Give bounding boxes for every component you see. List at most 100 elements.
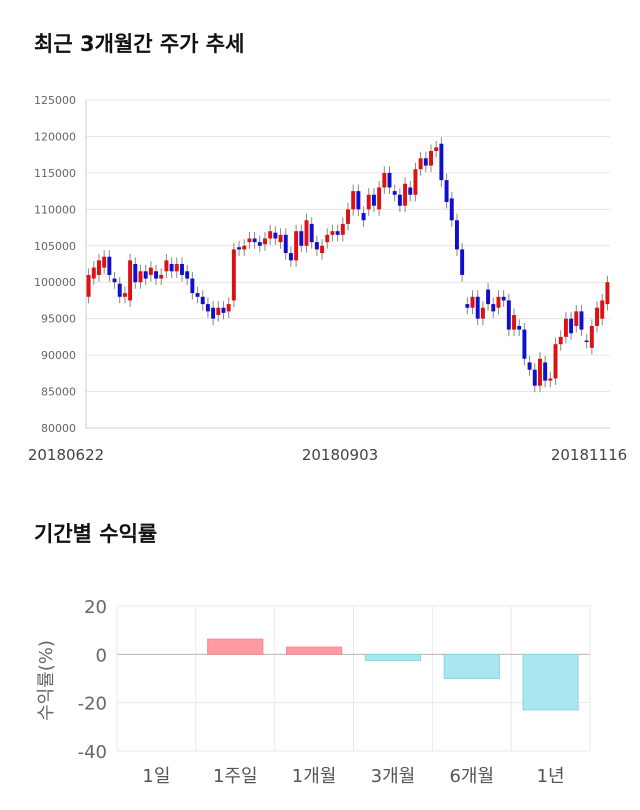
candle [460,249,465,275]
candle [263,238,267,245]
y-tick-label: 85000 [41,386,76,399]
candle [200,296,205,305]
y-tick-label: 125000 [34,94,76,107]
candle [164,260,169,272]
candle [356,191,361,210]
candle [190,278,195,294]
candle [294,231,299,261]
candle [351,191,356,210]
candle [366,194,371,210]
return-bar [207,638,264,655]
x-tick-label: 1개월 [292,766,337,787]
candle [257,242,262,246]
candle [221,307,226,313]
candle [371,194,376,206]
x-tick-label: 3개월 [371,766,416,787]
candle [454,220,459,250]
candle [86,274,91,297]
candle [247,238,252,243]
x-tick-label: 6개월 [449,766,494,787]
candle [304,220,309,246]
y-tick-label: 115000 [34,167,76,180]
candle [195,293,200,297]
candle [439,143,444,181]
return-bar [522,653,579,711]
candle [512,315,516,330]
candle [138,271,143,283]
candle [423,158,428,166]
candle [429,151,433,166]
returns-chart-title: 기간별 수익률 [34,522,158,546]
candle [122,293,127,297]
candle [169,264,174,272]
candle [537,358,542,386]
candle [465,304,470,308]
candle [605,282,610,305]
candle [96,260,101,275]
candle [268,231,273,239]
candle [413,169,418,195]
y-axis-label: 수익률(%) [36,640,57,721]
candle [320,245,325,254]
y-tick-label: 105000 [34,240,76,253]
candle [252,238,257,243]
candle [558,336,563,345]
candle [480,307,485,319]
y-tick-label: 90000 [41,349,76,362]
candle [418,158,423,170]
x-tick-label: 20181116 [551,446,627,464]
candle [548,378,553,381]
return-bar [443,653,500,679]
candle [361,212,366,221]
candle [501,296,506,301]
y-tick-label: 95000 [41,313,76,326]
candle [449,198,454,221]
candle [589,325,594,348]
candle [102,256,107,268]
candle [491,304,496,312]
candle [569,318,574,334]
candle [470,296,475,308]
candle [231,249,236,301]
candle [553,344,558,379]
candle [211,307,216,319]
candle [392,191,397,195]
candle [237,247,242,250]
x-tick-label: 1주일 [213,766,258,787]
candle [506,300,511,330]
candle [335,231,340,235]
candle [325,234,330,243]
candle [486,289,491,305]
y-tick-label: 100000 [34,276,76,289]
candle [288,253,293,261]
candle [340,223,345,235]
return-bar [285,646,343,655]
x-tick-label: 20180622 [28,446,104,464]
return-bar [364,653,422,661]
candle [133,264,138,283]
y-tick-label: 120000 [34,130,76,143]
x-tick-label: 20180903 [302,446,378,464]
candle [242,245,247,250]
candle [216,307,221,316]
stock-chart-title: 최근 3개월간 주가 추세 [34,32,245,56]
candle [91,267,96,279]
candle [496,296,501,308]
y-tick-label: 110000 [34,203,76,216]
candle [117,283,122,297]
candle [128,260,133,301]
candle [397,194,402,206]
candle [522,329,527,359]
candle [148,267,153,275]
candle [434,147,439,152]
candle [299,231,304,246]
candle [377,187,382,210]
candle [226,304,231,312]
candle [584,340,589,343]
candle [185,271,190,279]
x-tick-label: 1년 [537,766,565,787]
candle [579,311,584,330]
candle [563,318,568,337]
candle [314,242,319,250]
